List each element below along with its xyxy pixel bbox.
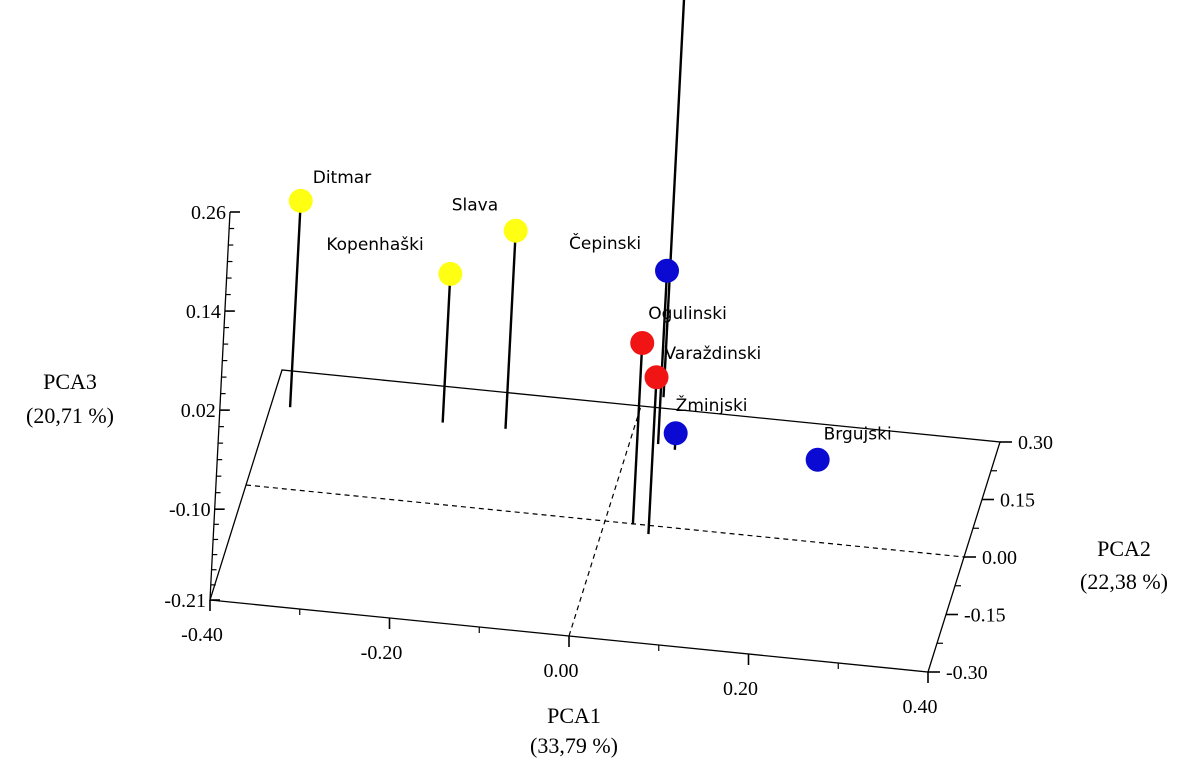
z-axis-variance: (20,71 %)	[26, 403, 114, 428]
data-point-ogulinski	[630, 331, 655, 356]
z-tick-label: 0.26	[191, 202, 226, 224]
point-label: Žminjski	[676, 394, 748, 416]
y-axis-title: PCA2	[1097, 536, 1151, 561]
axis-ticks: -0.21 -0.10 0.02 0.14 0.26 -0.40 -0.20 0.00 0.20…	[164, 202, 1053, 718]
drop-line-2	[504, 230, 517, 429]
drop-line-3	[656, 270, 669, 445]
data-point-brgujski	[805, 447, 830, 472]
drop-lines	[288, 0, 819, 535]
data-points	[288, 188, 830, 472]
y-tick-label: 0.00	[982, 547, 1017, 569]
data-point-žminjski	[663, 421, 688, 446]
point-label: Brgujski	[824, 425, 892, 445]
x-axis-title: PCA1	[547, 703, 601, 728]
z-tick-label: 0.02	[181, 400, 216, 422]
z-tick-label: 0.14	[186, 301, 221, 323]
point-label: Slava	[452, 196, 498, 216]
data-point-slava	[503, 218, 528, 243]
x-tick-label: -0.40	[181, 624, 223, 646]
point-labels: DitmarKopenhaškiSlavaČepinskiBraunšvajsk…	[313, 168, 892, 445]
drop-line-1	[441, 273, 452, 423]
drop-line-6	[647, 377, 658, 535]
z-tick-label: -0.10	[169, 499, 211, 521]
drop-line-0	[288, 200, 302, 408]
y-axis-variance: (22,38 %)	[1080, 569, 1168, 594]
y-tick-label: 0.30	[1018, 432, 1053, 454]
data-point-čepinski	[655, 258, 680, 283]
point-label: Kopenhaški	[326, 235, 423, 255]
x-tick-label: 0.00	[544, 660, 579, 682]
drop-line-5	[631, 342, 644, 525]
x-tick-label: 0.20	[723, 678, 758, 700]
point-label: Varaždinski	[665, 344, 762, 364]
x-axis-variance: (33,79 %)	[530, 733, 618, 758]
x-tick-label: -0.20	[361, 642, 403, 664]
y-tick-label: 0.15	[1000, 490, 1035, 512]
data-point-ditmar	[288, 188, 313, 213]
point-label: Čepinski	[569, 232, 641, 254]
data-point-kopenhaški	[438, 261, 463, 286]
z-axis-title: PCA3	[43, 369, 97, 394]
point-label: Ogulinski	[648, 304, 727, 324]
y-tick-label: -0.30	[946, 662, 988, 684]
x-tick-label: 0.40	[903, 696, 938, 718]
point-label: Ditmar	[313, 168, 371, 188]
y-zero-reference-line	[245, 484, 965, 558]
z-tick-label: -0.21	[164, 590, 206, 612]
y-tick-label: -0.15	[964, 605, 1006, 627]
z-axis-line	[209, 211, 231, 601]
data-point-varaždinski	[644, 365, 669, 390]
drop-line-4	[662, 0, 686, 398]
